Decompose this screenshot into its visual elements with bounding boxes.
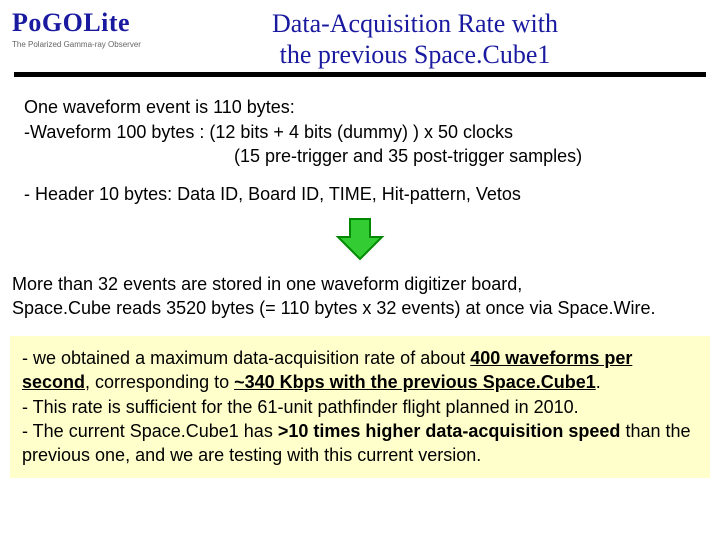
waveform-description: One waveform event is 110 bytes: -Wavefo… <box>0 77 720 206</box>
text: - we obtained a maximum data-acquisition… <box>22 348 470 368</box>
text: - The current Space.Cube1 has <box>22 421 278 441</box>
header: PoGOLite The Polarized Gamma-ray Observe… <box>0 0 720 70</box>
text-line: More than 32 events are stored in one wa… <box>12 272 708 296</box>
down-arrow-icon <box>334 215 386 268</box>
hl-line2: - This rate is sufficient for the 61-uni… <box>22 395 698 419</box>
spacer <box>24 168 700 182</box>
storage-description: More than 32 events are stored in one wa… <box>0 272 720 321</box>
title-line1: Data-Acquisition Rate with <box>162 8 668 39</box>
title-line2: the previous Space.Cube1 <box>162 39 668 70</box>
arrow-shape <box>338 219 382 259</box>
emph-speed: >10 times higher data-acquisition speed <box>278 421 621 441</box>
logo-text: PoGOLite <box>12 8 162 38</box>
text-line: One waveform event is 110 bytes: <box>24 95 700 119</box>
hl-line1: - we obtained a maximum data-acquisition… <box>22 346 698 395</box>
logo-subtext: The Polarized Gamma-ray Observer <box>12 40 162 49</box>
hl-line3: - The current Space.Cube1 has >10 times … <box>22 419 698 468</box>
text-line: -Waveform 100 bytes : (12 bits + 4 bits … <box>24 120 700 144</box>
logo: PoGOLite The Polarized Gamma-ray Observe… <box>12 8 162 49</box>
text-line: (15 pre-trigger and 35 post-trigger samp… <box>24 144 700 168</box>
text: , corresponding to <box>85 372 234 392</box>
emph-kbps: ~340 Kbps with the previous Space.Cube1 <box>234 372 596 392</box>
text-line: - Header 10 bytes: Data ID, Board ID, TI… <box>24 182 700 206</box>
page-title: Data-Acquisition Rate with the previous … <box>162 8 708 70</box>
highlight-box: - we obtained a maximum data-acquisition… <box>10 336 710 477</box>
text-line: Space.Cube reads 3520 bytes (= 110 bytes… <box>12 296 708 320</box>
arrow-wrap <box>0 215 720 268</box>
text: . <box>596 372 601 392</box>
